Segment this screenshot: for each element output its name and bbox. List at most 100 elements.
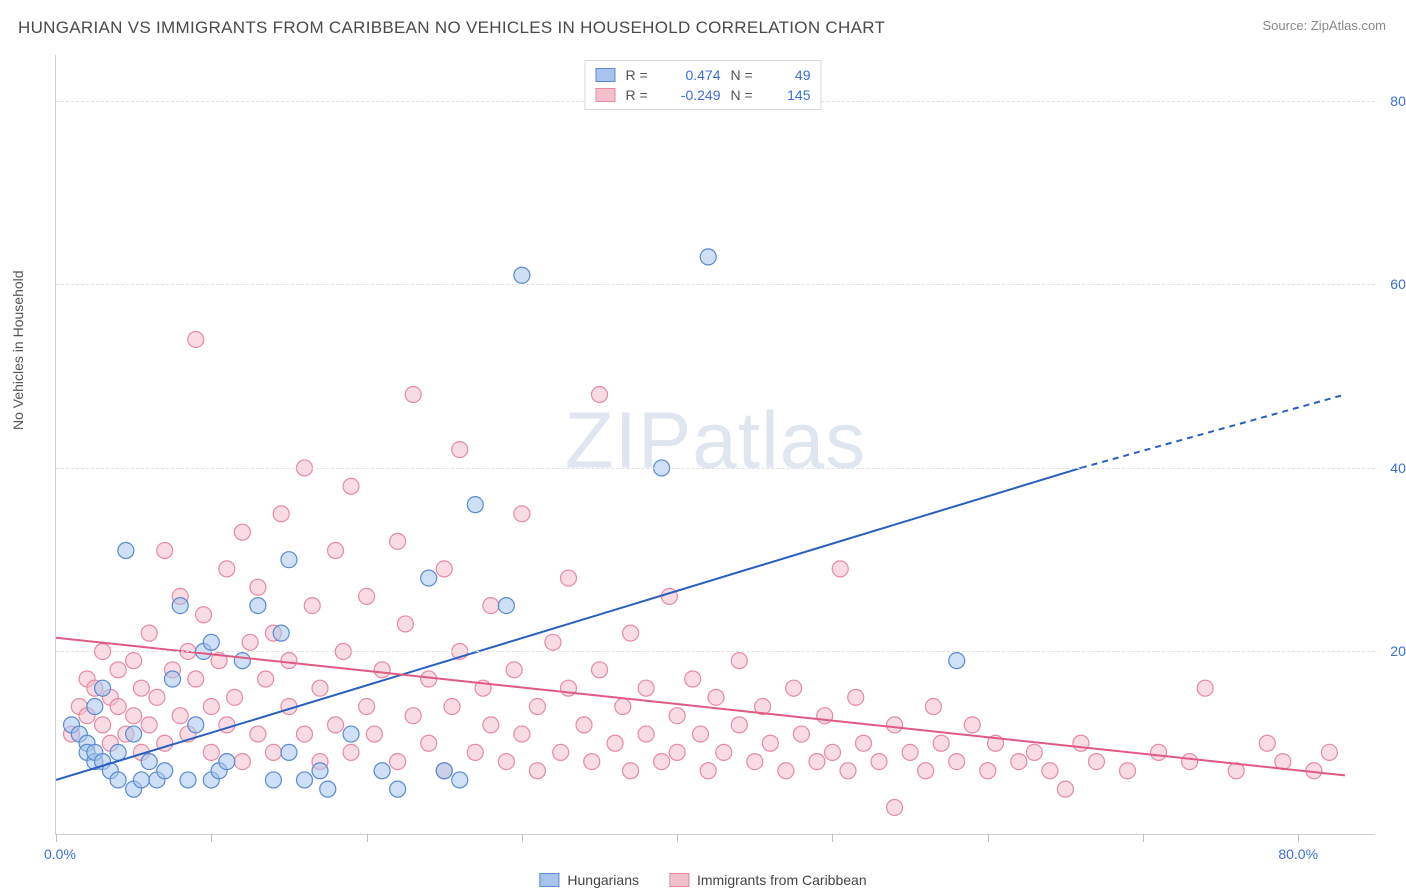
x-tick	[988, 834, 989, 842]
point-hungarians	[87, 699, 103, 715]
point-hungarians	[141, 754, 157, 770]
point-caribbean	[328, 543, 344, 559]
point-caribbean	[685, 671, 701, 687]
y-tick-label: 20.0%	[1390, 643, 1406, 659]
point-caribbean	[692, 726, 708, 742]
point-caribbean	[933, 735, 949, 751]
x-tick	[522, 834, 523, 842]
point-caribbean	[762, 735, 778, 751]
point-caribbean	[188, 331, 204, 347]
x-tick	[211, 834, 212, 842]
point-caribbean	[296, 726, 312, 742]
point-caribbean	[615, 699, 631, 715]
point-caribbean	[731, 717, 747, 733]
point-hungarians	[949, 653, 965, 669]
y-axis-label: No Vehicles in Household	[10, 270, 26, 430]
point-caribbean	[809, 754, 825, 770]
source-attribution: Source: ZipAtlas.com	[1262, 18, 1386, 33]
point-caribbean	[669, 744, 685, 760]
y-tick-label: 80.0%	[1390, 93, 1406, 109]
n-label: N =	[731, 87, 761, 103]
point-caribbean	[669, 708, 685, 724]
point-hungarians	[296, 772, 312, 788]
point-caribbean	[824, 744, 840, 760]
point-caribbean	[397, 616, 413, 632]
point-caribbean	[506, 662, 522, 678]
point-caribbean	[452, 442, 468, 458]
point-caribbean	[343, 744, 359, 760]
point-caribbean	[731, 653, 747, 669]
point-caribbean	[304, 598, 320, 614]
point-caribbean	[188, 671, 204, 687]
point-caribbean	[312, 680, 328, 696]
point-caribbean	[281, 653, 297, 669]
point-caribbean	[242, 634, 258, 650]
point-caribbean	[234, 524, 250, 540]
r-label: R =	[626, 87, 656, 103]
point-caribbean	[638, 726, 654, 742]
x-tick	[1143, 834, 1144, 842]
point-caribbean	[856, 735, 872, 751]
point-caribbean	[390, 533, 406, 549]
chart-title: HUNGARIAN VS IMMIGRANTS FROM CARIBBEAN N…	[18, 18, 885, 38]
point-caribbean	[716, 744, 732, 760]
point-caribbean	[553, 744, 569, 760]
point-caribbean	[1321, 744, 1337, 760]
point-hungarians	[110, 744, 126, 760]
point-caribbean	[126, 653, 142, 669]
point-caribbean	[529, 763, 545, 779]
point-caribbean	[925, 699, 941, 715]
point-caribbean	[529, 699, 545, 715]
point-caribbean	[514, 506, 530, 522]
swatch-hungarians	[539, 873, 559, 887]
point-caribbean	[592, 662, 608, 678]
point-caribbean	[887, 717, 903, 733]
point-caribbean	[514, 726, 530, 742]
r-value-caribbean: -0.249	[666, 87, 721, 103]
point-hungarians	[265, 772, 281, 788]
scatter-svg	[56, 55, 1375, 834]
r-value-hungarians: 0.474	[666, 67, 721, 83]
legend-label-caribbean: Immigrants from Caribbean	[697, 872, 867, 888]
point-caribbean	[840, 763, 856, 779]
point-caribbean	[793, 726, 809, 742]
point-caribbean	[359, 588, 375, 604]
n-value-hungarians: 49	[771, 67, 811, 83]
point-hungarians	[126, 726, 142, 742]
point-caribbean	[141, 717, 157, 733]
point-caribbean	[483, 717, 499, 733]
stats-row-hungarians: R =0.474N =49	[596, 65, 811, 85]
point-caribbean	[623, 625, 639, 641]
point-caribbean	[848, 689, 864, 705]
point-caribbean	[1042, 763, 1058, 779]
trendline-caribbean	[56, 638, 1345, 776]
r-label: R =	[626, 67, 656, 83]
point-hungarians	[421, 570, 437, 586]
point-hungarians	[374, 763, 390, 779]
point-caribbean	[786, 680, 802, 696]
point-caribbean	[374, 662, 390, 678]
y-tick-label: 60.0%	[1390, 276, 1406, 292]
point-caribbean	[498, 754, 514, 770]
point-caribbean	[95, 717, 111, 733]
legend-label-hungarians: Hungarians	[567, 872, 639, 888]
point-caribbean	[421, 735, 437, 751]
point-caribbean	[483, 598, 499, 614]
point-caribbean	[747, 754, 763, 770]
point-caribbean	[607, 735, 623, 751]
point-caribbean	[219, 561, 235, 577]
point-hungarians	[436, 763, 452, 779]
point-caribbean	[157, 543, 173, 559]
point-caribbean	[343, 478, 359, 494]
point-caribbean	[250, 726, 266, 742]
gridline-h	[56, 284, 1375, 285]
point-caribbean	[1073, 735, 1089, 751]
swatch-caribbean	[596, 88, 616, 102]
point-caribbean	[234, 754, 250, 770]
point-hungarians	[234, 653, 250, 669]
point-caribbean	[918, 763, 934, 779]
point-caribbean	[467, 744, 483, 760]
point-hungarians	[452, 772, 468, 788]
point-caribbean	[949, 754, 965, 770]
point-caribbean	[436, 561, 452, 577]
